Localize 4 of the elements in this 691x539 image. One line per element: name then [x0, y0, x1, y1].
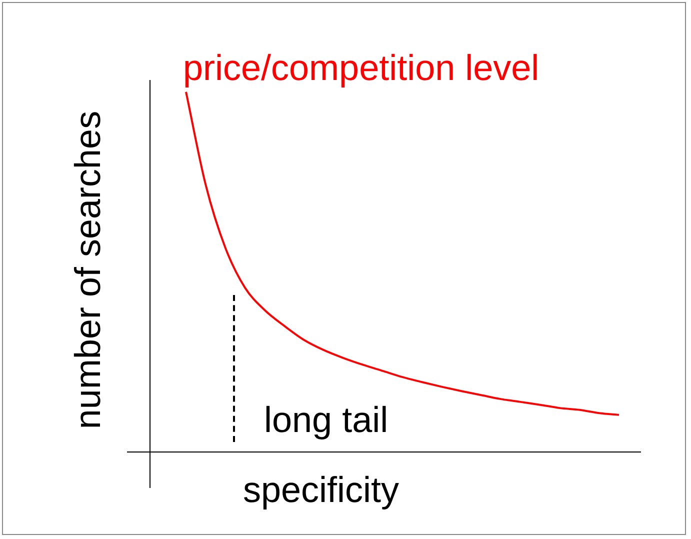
- annotation: long tail: [264, 399, 388, 440]
- series-label: price/competition level: [183, 47, 540, 88]
- y-axis-title: number of searches: [67, 110, 108, 430]
- x-axis-title: specificity: [242, 469, 400, 510]
